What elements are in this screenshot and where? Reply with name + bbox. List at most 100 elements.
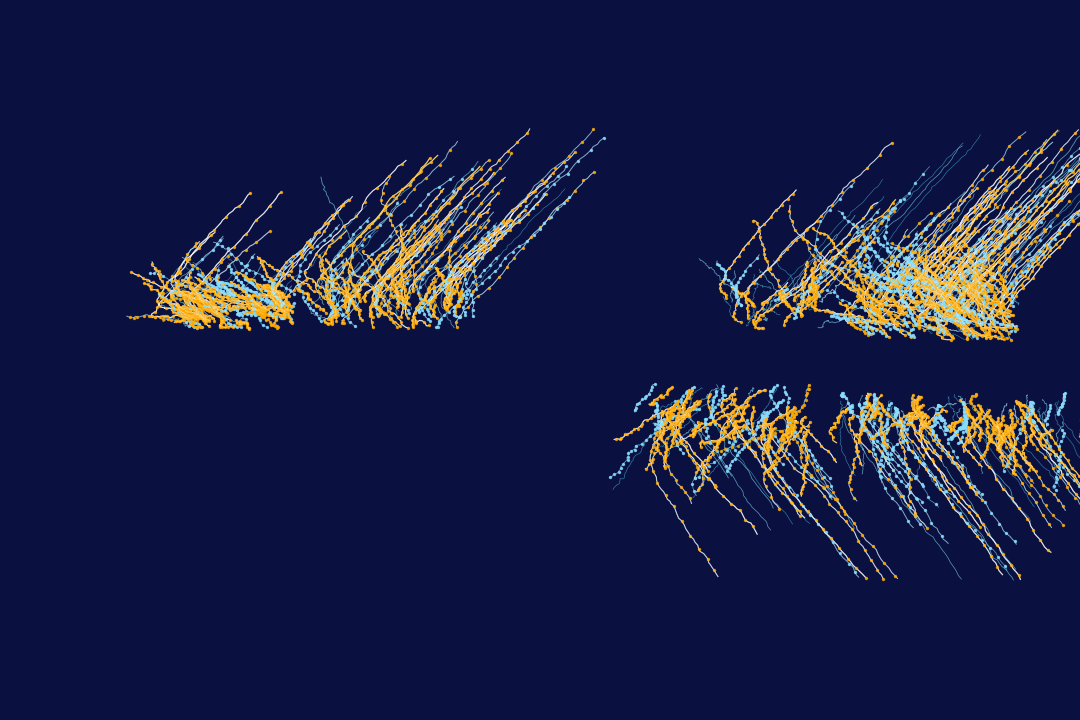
Point: [861, 322, 878, 333]
Point: [633, 438, 650, 449]
Point: [473, 233, 490, 244]
Point: [355, 233, 373, 245]
Point: [440, 279, 457, 291]
Point: [193, 305, 211, 316]
Point: [948, 302, 966, 313]
Point: [982, 542, 999, 554]
Point: [205, 308, 222, 320]
Point: [720, 392, 738, 404]
Point: [939, 300, 956, 312]
Point: [910, 392, 928, 404]
Point: [470, 250, 487, 261]
Point: [855, 325, 873, 337]
Point: [873, 431, 890, 443]
Point: [939, 313, 956, 325]
Point: [943, 418, 960, 429]
Point: [907, 296, 924, 307]
Point: [193, 276, 211, 288]
Point: [1018, 402, 1036, 414]
Point: [967, 247, 984, 258]
Point: [966, 201, 983, 212]
Point: [821, 427, 838, 438]
Point: [806, 289, 823, 301]
Point: [933, 277, 950, 289]
Point: [271, 309, 288, 320]
Point: [961, 291, 978, 302]
Point: [978, 410, 996, 421]
Point: [470, 245, 487, 256]
Point: [316, 248, 334, 259]
Point: [368, 297, 386, 308]
Point: [981, 411, 998, 423]
Point: [665, 433, 683, 444]
Point: [957, 420, 974, 431]
Point: [961, 395, 978, 407]
Point: [230, 267, 247, 279]
Point: [870, 291, 888, 302]
Point: [267, 291, 284, 302]
Point: [998, 286, 1015, 297]
Point: [379, 252, 396, 264]
Point: [859, 318, 876, 329]
Point: [536, 177, 553, 189]
Point: [957, 426, 974, 437]
Point: [175, 289, 192, 301]
Point: [953, 320, 970, 331]
Point: [717, 272, 734, 284]
Point: [966, 306, 983, 318]
Point: [1003, 297, 1021, 308]
Point: [672, 396, 689, 408]
Point: [795, 472, 812, 483]
Point: [762, 462, 780, 473]
Point: [256, 309, 273, 320]
Point: [861, 309, 878, 320]
Point: [900, 499, 917, 510]
Point: [879, 271, 896, 283]
Point: [694, 466, 712, 477]
Point: [189, 262, 206, 274]
Point: [932, 310, 949, 321]
Point: [243, 294, 260, 306]
Point: [324, 305, 341, 316]
Point: [368, 182, 386, 194]
Point: [879, 404, 896, 415]
Point: [948, 302, 966, 313]
Point: [424, 294, 442, 306]
Point: [907, 407, 924, 418]
Point: [904, 446, 921, 457]
Point: [961, 277, 978, 289]
Point: [343, 285, 361, 297]
Point: [774, 284, 792, 296]
Point: [939, 446, 956, 458]
Point: [761, 390, 779, 401]
Point: [997, 227, 1014, 238]
Point: [445, 186, 462, 198]
Point: [1023, 254, 1040, 266]
Point: [463, 253, 481, 264]
Point: [651, 424, 669, 436]
Point: [969, 182, 986, 194]
Point: [267, 307, 284, 319]
Point: [241, 307, 258, 318]
Point: [996, 275, 1013, 287]
Point: [949, 313, 967, 325]
Point: [969, 530, 986, 541]
Point: [340, 289, 357, 300]
Point: [785, 405, 802, 417]
Point: [678, 391, 696, 402]
Point: [955, 292, 972, 304]
Point: [421, 282, 438, 293]
Point: [955, 281, 972, 292]
Point: [1031, 171, 1049, 182]
Point: [251, 252, 268, 264]
Point: [862, 306, 879, 318]
Point: [172, 302, 189, 313]
Point: [996, 235, 1013, 246]
Point: [997, 324, 1014, 336]
Point: [688, 467, 705, 478]
Point: [971, 209, 988, 220]
Point: [1053, 468, 1070, 480]
Point: [1049, 408, 1066, 420]
Point: [914, 278, 931, 289]
Point: [752, 232, 769, 243]
